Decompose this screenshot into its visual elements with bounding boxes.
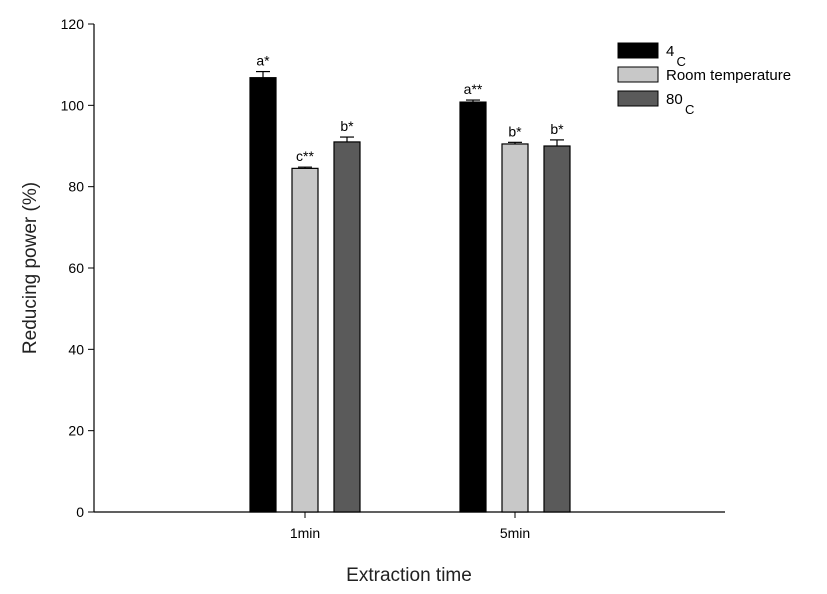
legend-label: 80: [666, 91, 683, 108]
legend-label-subscript: C: [685, 102, 694, 117]
significance-label: b*: [550, 121, 564, 137]
x-axis-title: Extraction time: [346, 565, 472, 586]
significance-label: b*: [340, 118, 354, 134]
bars: a* c** b* a** b* b*: [249, 53, 571, 513]
y-tick-label: 100: [61, 97, 85, 113]
bar: [459, 101, 487, 513]
y-tick-label: 60: [68, 260, 84, 276]
bar: [543, 145, 571, 513]
legend-swatch: [617, 66, 659, 83]
significance-label: c**: [296, 148, 314, 164]
y-tick-label: 20: [68, 423, 84, 439]
legend-swatch: [617, 42, 659, 59]
significance-label: a*: [256, 53, 270, 69]
legend-swatch: [617, 90, 659, 107]
axes: 0 20 40 60 80 100 120 1min 5min: [61, 16, 725, 541]
y-tick-label: 80: [68, 179, 84, 195]
significance-label: b*: [508, 123, 522, 139]
bar: [291, 167, 319, 513]
legend-label: 4: [666, 43, 674, 60]
bar: [333, 141, 361, 513]
legend-label: Room temperature: [666, 67, 791, 84]
y-tick-label: 120: [61, 16, 85, 32]
y-tick-label: 0: [76, 504, 84, 520]
y-axis-title: Reducing power (%): [20, 182, 41, 354]
x-tick-label: 5min: [500, 525, 530, 541]
bar: [249, 77, 277, 513]
y-tick-label: 40: [68, 341, 84, 357]
x-tick-label: 1min: [290, 525, 320, 541]
bar: [501, 143, 529, 513]
legend-label-subscript: C: [677, 54, 686, 69]
significance-label: a**: [464, 81, 483, 97]
